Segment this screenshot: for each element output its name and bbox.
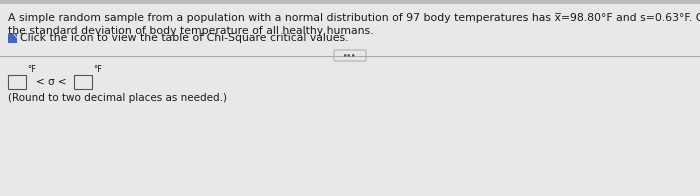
Text: Click the icon to view the table of Chi-Square critical values.: Click the icon to view the table of Chi-… — [20, 33, 349, 43]
FancyBboxPatch shape — [334, 50, 366, 61]
Bar — [8, 75, 26, 89]
Text: °F: °F — [27, 65, 36, 74]
Text: (Round to two decimal places as needed.): (Round to two decimal places as needed.) — [8, 93, 227, 103]
Text: the standard deviation of body temperature of all healthy humans.: the standard deviation of body temperatu… — [8, 26, 374, 36]
Bar — [74, 75, 92, 89]
Text: A simple random sample from a population with a normal distribution of 97 body t: A simple random sample from a population… — [8, 13, 700, 23]
Text: •••: ••• — [343, 53, 357, 58]
Bar — [8, 33, 17, 43]
Bar — [0, 0, 700, 4]
Text: < σ <: < σ < — [36, 77, 66, 87]
Text: °F: °F — [93, 65, 102, 74]
